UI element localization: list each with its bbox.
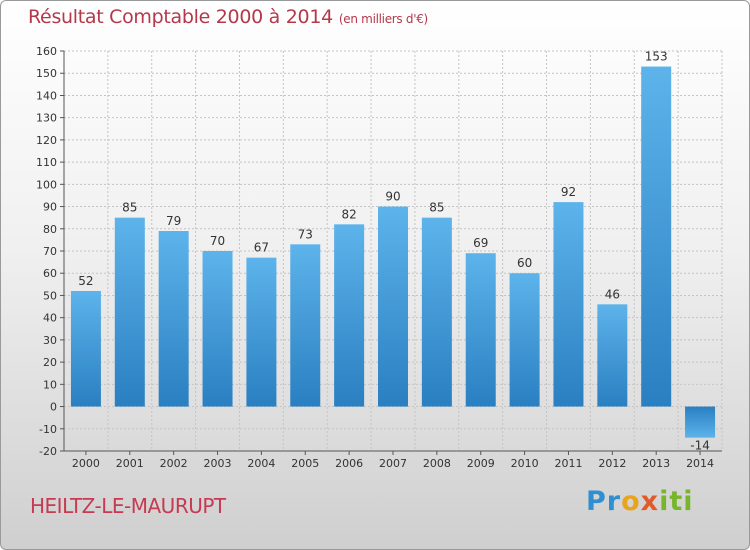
x-tick-label: 2011: [554, 457, 582, 470]
y-tick-label: 0: [50, 401, 57, 414]
chart-subtitle: (en milliers d'€): [338, 12, 428, 26]
bar: [685, 406, 716, 438]
y-tick-label: 30: [43, 334, 57, 347]
y-tick-label: -10: [39, 423, 57, 436]
y-tick-label: 100: [36, 178, 57, 191]
y-tick-label: 120: [36, 134, 57, 147]
bar: [597, 304, 628, 407]
y-tick-label: -20: [39, 445, 57, 458]
labels: -20 -10 0 10 20 30 40 50 60 70 80 90 100 110 120 130 140…: [36, 45, 714, 470]
bar: [465, 253, 496, 407]
bar-value-label: 52: [78, 274, 93, 288]
y-tick-label: 20: [43, 356, 57, 369]
y-tick-label: 160: [36, 45, 57, 58]
x-tick-label: 2008: [423, 457, 451, 470]
title-text: Résultat Comptable 2000 à 2014: [28, 6, 333, 28]
bar: [246, 257, 277, 407]
bar: [70, 291, 101, 407]
proxiti-logo: Proxiti: [586, 486, 694, 517]
bar-value-label: 85: [122, 201, 137, 215]
y-tick-label: 130: [36, 112, 57, 125]
x-tick-label: 2004: [247, 457, 275, 470]
bar-value-label: 73: [298, 227, 313, 241]
bar: [641, 66, 672, 407]
y-tick-label: 10: [43, 378, 57, 391]
bar-value-label: 46: [605, 287, 620, 301]
x-tick-label: 2014: [686, 457, 714, 470]
bar-value-label: 92: [561, 185, 576, 199]
y-tick-label: 90: [43, 201, 57, 214]
x-tick-label: 2001: [116, 457, 144, 470]
y-tick-label: 80: [43, 223, 57, 236]
x-tick-label: 2002: [160, 457, 188, 470]
y-tick-label: 110: [36, 156, 57, 169]
x-tick-label: 2005: [291, 457, 319, 470]
bar: [158, 231, 189, 407]
bar-value-label: 153: [645, 50, 668, 64]
bar: [553, 202, 584, 407]
bar: [378, 206, 408, 407]
y-tick-label: 60: [43, 267, 57, 280]
y-tick-label: 150: [36, 67, 57, 80]
x-tick-label: 2007: [379, 457, 407, 470]
y-tick-label: 50: [43, 289, 57, 302]
x-tick-label: 2012: [598, 457, 626, 470]
bar: [334, 224, 365, 407]
x-tick-label: 2013: [642, 457, 670, 470]
bar: [114, 217, 145, 407]
bar-value-label: 82: [341, 207, 356, 221]
axes: [60, 50, 722, 455]
chart-title: Résultat Comptable 2000 à 2014 (en millie…: [28, 6, 428, 28]
y-tick-label: 40: [43, 312, 57, 325]
x-tick-label: 2010: [511, 457, 539, 470]
bar: [509, 273, 540, 407]
bar-value-label: 85: [429, 201, 444, 215]
x-tick-label: 2003: [204, 457, 232, 470]
y-tick-label: 140: [36, 89, 57, 102]
bar-value-label: 79: [166, 214, 181, 228]
x-tick-label: 2000: [72, 457, 100, 470]
bar: [202, 251, 233, 407]
bar: [421, 217, 452, 407]
commune-name: HEILTZ-LE-MAURUPT: [30, 494, 226, 518]
bar-value-label: 70: [210, 234, 225, 248]
bar-value-label: 90: [385, 190, 400, 204]
bar-value-label: 60: [517, 256, 532, 270]
bars: [70, 66, 716, 438]
x-tick-label: 2009: [467, 457, 495, 470]
bar: [290, 244, 321, 407]
x-tick-label: 2006: [335, 457, 363, 470]
bar-value-label: 67: [254, 241, 269, 255]
bar-value-label: -14: [690, 439, 710, 453]
bar-value-label: 69: [473, 236, 488, 250]
y-tick-label: 70: [43, 245, 57, 258]
